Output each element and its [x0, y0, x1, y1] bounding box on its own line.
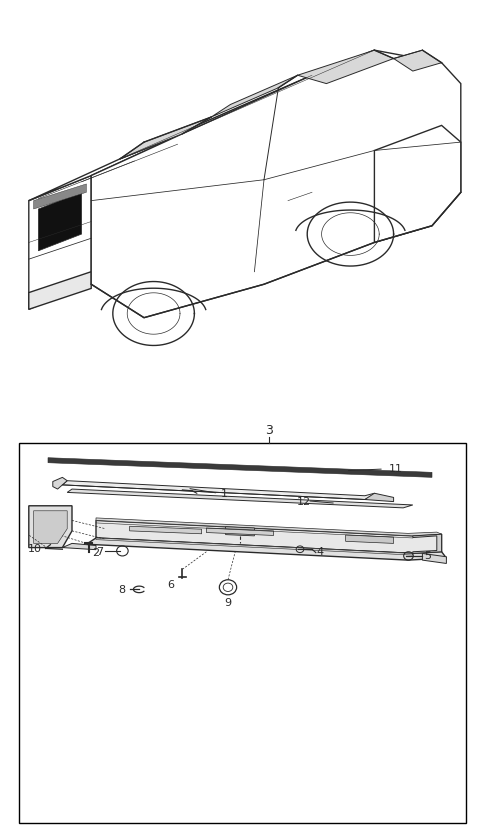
Text: 3: 3 [265, 424, 273, 437]
Text: 1: 1 [221, 490, 228, 499]
Text: 10: 10 [28, 544, 42, 554]
Polygon shape [62, 543, 96, 550]
Polygon shape [120, 117, 211, 159]
Polygon shape [394, 50, 442, 71]
Polygon shape [34, 511, 67, 543]
Polygon shape [422, 553, 446, 563]
Polygon shape [365, 493, 394, 502]
Polygon shape [29, 176, 91, 309]
Polygon shape [96, 517, 442, 536]
Polygon shape [96, 538, 413, 555]
Polygon shape [374, 125, 461, 242]
Text: 7: 7 [96, 547, 103, 557]
Polygon shape [34, 184, 86, 209]
Polygon shape [130, 527, 202, 534]
Polygon shape [120, 50, 374, 159]
Text: 5: 5 [424, 552, 432, 561]
Polygon shape [29, 272, 91, 309]
Polygon shape [96, 520, 442, 553]
Text: 9: 9 [225, 598, 231, 608]
Text: 2: 2 [92, 548, 99, 558]
Text: 11: 11 [389, 464, 403, 474]
Polygon shape [29, 134, 182, 201]
Polygon shape [86, 538, 446, 560]
Polygon shape [29, 506, 72, 548]
Polygon shape [346, 535, 394, 543]
Text: 4: 4 [317, 547, 324, 557]
Polygon shape [206, 528, 274, 536]
Polygon shape [211, 75, 298, 117]
Polygon shape [298, 50, 394, 84]
Polygon shape [38, 192, 82, 251]
Polygon shape [226, 527, 254, 536]
Polygon shape [413, 534, 442, 553]
Polygon shape [67, 489, 413, 508]
Polygon shape [48, 458, 432, 477]
Polygon shape [53, 477, 67, 489]
Text: 8: 8 [119, 585, 126, 595]
Text: 12: 12 [297, 497, 311, 507]
Polygon shape [91, 50, 461, 318]
Text: 6: 6 [167, 580, 174, 590]
Polygon shape [62, 481, 374, 500]
